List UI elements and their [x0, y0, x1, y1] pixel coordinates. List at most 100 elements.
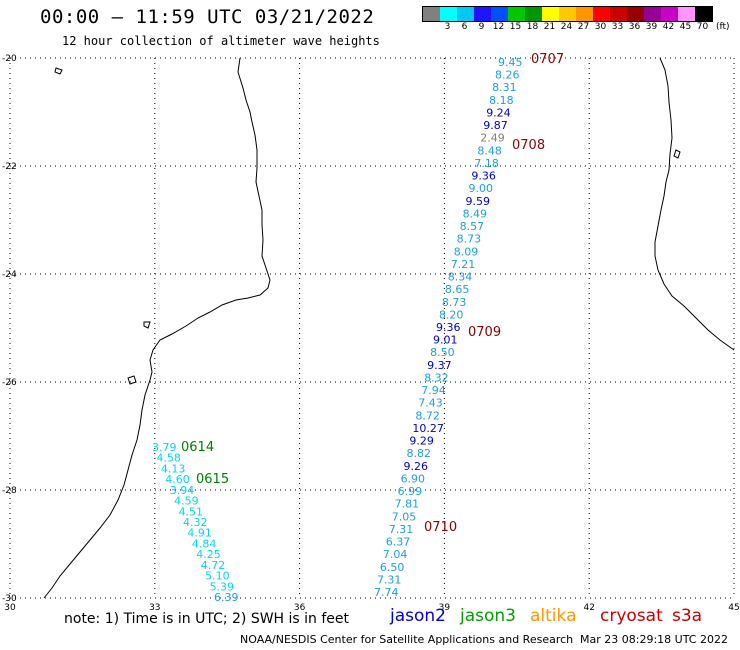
legend-swatch [508, 7, 525, 21]
legend-swatch [457, 7, 474, 21]
legend-label: 12 [492, 22, 505, 32]
chart-subtitle: 12 hour collection of altimeter wave hei… [62, 34, 380, 48]
swh-value: 4.60 [165, 473, 190, 486]
swh-value: 8.65 [445, 283, 470, 296]
pass-label: 0709 [468, 325, 501, 340]
swh-value: 9.45 [498, 56, 523, 69]
legend-label: 21 [543, 22, 556, 32]
swh-value: 8.73 [457, 233, 482, 246]
legend-swatch [559, 7, 576, 21]
axis-ticks: 30 33 36 39 42 45 -20 -22 -24 -26 -28 -30 [2, 54, 740, 613]
chart-title: 00:00 – 11:59 UTC 03/21/2022 [40, 6, 375, 28]
swh-value: 3.94 [170, 484, 195, 497]
y-tick-label: -24 [2, 270, 17, 280]
swh-value: 7.31 [389, 523, 414, 536]
swh-value: 8.20 [439, 308, 464, 321]
swh-value: 6.37 [386, 536, 411, 549]
legend-label: 24 [560, 22, 573, 32]
track-east-values: 9.458.268.318.189.249.872.498.487.189.36… [374, 56, 523, 599]
swh-value: 8.72 [415, 409, 440, 422]
island-inhaca [143, 321, 151, 329]
legend-swatch [423, 7, 440, 21]
credit-line: NOAA/NESDIS Center for Satellite Applica… [240, 633, 574, 646]
legend-label: 36 [628, 22, 641, 32]
swh-value: 4.51 [179, 505, 204, 518]
mission-cryosat: cryosat [600, 606, 663, 626]
swh-value: 8.82 [406, 447, 431, 460]
swh-value: 8.34 [448, 271, 473, 284]
y-tick-label: -30 [2, 594, 17, 604]
legend-swatch [440, 7, 457, 21]
mission-s3a: s3a [672, 606, 703, 626]
swh-value: 8.48 [477, 144, 502, 157]
x-tick-label: 33 [149, 603, 160, 613]
swh-value: 9.29 [409, 435, 434, 448]
legend-swatch [678, 7, 695, 21]
legend-swatch [542, 7, 559, 21]
mission-jason2: jason2 [390, 606, 446, 626]
footer-note: note: 1) Time is in UTC; 2) SWH is in fe… [64, 611, 350, 627]
island-bazaruto [54, 67, 63, 75]
legend-label: 27 [577, 22, 590, 32]
legend-swatch [593, 7, 610, 21]
legend-label: 39 [645, 22, 658, 32]
generation-timestamp: Mar 23 08:29:18 UTC 2022 [580, 633, 728, 646]
legend-label: 15 [509, 22, 522, 32]
pass-label: 0614 [181, 440, 214, 455]
swh-value: 4.91 [187, 527, 212, 540]
swh-value: 9.36 [471, 170, 496, 183]
legend-swatch [644, 7, 661, 21]
color-scale-labels: 3 6 9 12 15 18 21 24 27 30 33 36 39 42 45 70 [422, 22, 711, 32]
swh-value: 4.25 [196, 548, 221, 561]
x-tick-label: 45 [728, 603, 739, 613]
pass-label: 0615 [196, 472, 229, 487]
swh-value: 8.31 [492, 81, 516, 94]
swh-value: 6.39 [214, 591, 239, 604]
swh-value: 7.21 [451, 258, 476, 271]
swh-value: 5.10 [205, 570, 230, 583]
swh-value: 8.32 [424, 371, 449, 384]
legend-swatch [525, 7, 542, 21]
swh-value: 8.18 [489, 94, 513, 107]
swh-value: 7.81 [395, 498, 420, 511]
swh-value: 4.13 [161, 462, 186, 475]
color-scale-legend [422, 6, 713, 22]
pass-label: 0707 [531, 52, 564, 67]
y-tick-label: -20 [2, 54, 17, 64]
swh-value: 7.04 [383, 548, 408, 561]
legend-swatch [695, 7, 712, 21]
swh-value: 7.74 [374, 586, 399, 599]
pass-label: 0708 [512, 138, 545, 153]
legend-label: 30 [594, 22, 607, 32]
color-scale-unit: (ft) [716, 22, 730, 32]
swh-value: 6.90 [401, 472, 426, 485]
x-tick-label: 42 [583, 603, 594, 613]
legend-label: 45 [679, 22, 692, 32]
legend-label: 70 [696, 22, 709, 32]
swh-value: 9.24 [486, 106, 511, 119]
legend-swatch [576, 7, 593, 21]
x-tick-label: 36 [294, 603, 306, 613]
swh-value: 4.59 [174, 495, 199, 508]
legend-swatch [610, 7, 627, 21]
swh-value: 6.99 [398, 485, 423, 498]
legend-swatch [627, 7, 644, 21]
swh-value: 8.49 [463, 207, 488, 220]
legend-label: 33 [611, 22, 624, 32]
pass-labels: 0707 0708 0709 0710 0614 0615 [181, 52, 564, 535]
swh-value: 9.37 [427, 359, 452, 372]
pass-label: 0710 [424, 520, 457, 535]
swh-value: 7.31 [377, 573, 402, 586]
swh-value: 8.26 [495, 69, 520, 82]
swh-value: 8.09 [454, 245, 479, 258]
swh-value: 2.49 [480, 132, 505, 145]
legend-label: 42 [662, 22, 675, 32]
coastline-madagascar [654, 57, 735, 351]
x-tick-label: 30 [4, 603, 16, 613]
swh-value: 3.79 [152, 441, 177, 454]
y-tick-label: -28 [2, 486, 17, 496]
swh-value: 9.36 [436, 321, 461, 334]
legend-label: 3 [444, 22, 451, 32]
swh-value: 5.39 [210, 580, 235, 593]
x-tick-label: 39 [439, 603, 451, 613]
